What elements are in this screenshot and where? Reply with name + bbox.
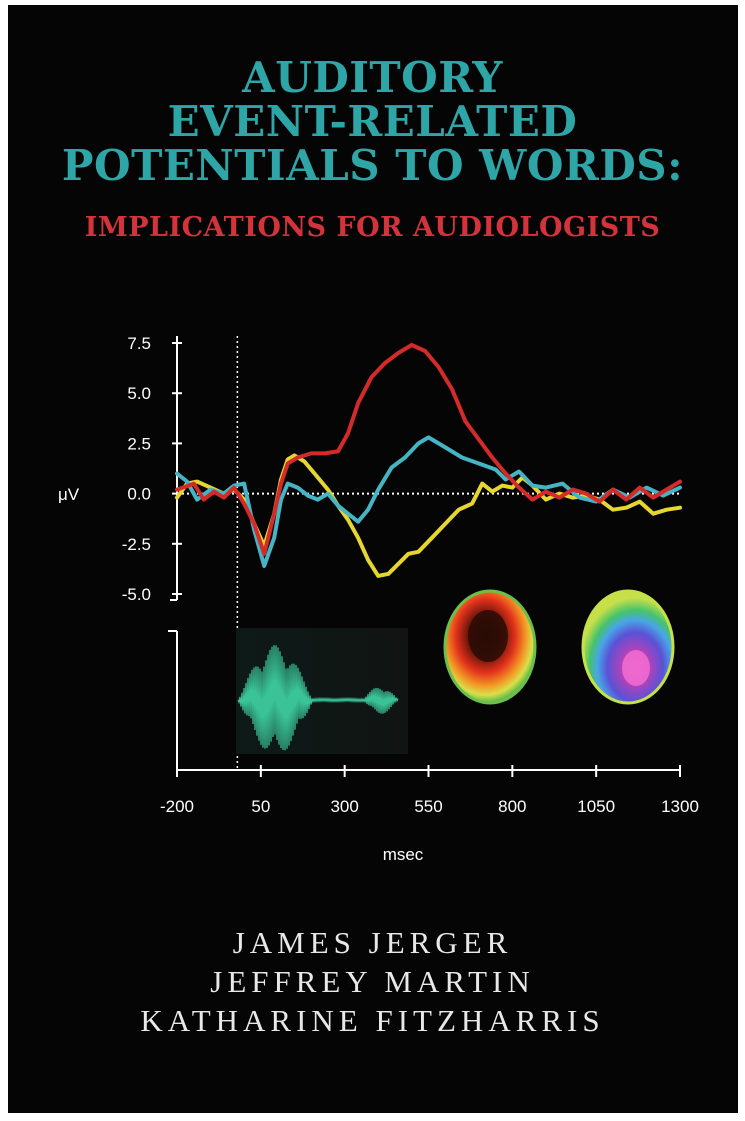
- y-axis-label: μV: [58, 485, 80, 504]
- x-axis-label: msec: [383, 845, 424, 864]
- x-tick-label: -200: [160, 797, 194, 816]
- book-cover: [8, 5, 738, 1113]
- y-tick-label: 2.5: [127, 434, 151, 453]
- erp-series: [175, 343, 682, 578]
- x-tick-label: 1300: [661, 797, 699, 816]
- y-axis: [170, 336, 178, 601]
- scalp-map-left: [443, 589, 537, 705]
- x-tick-label: 800: [498, 797, 526, 816]
- x-tick-label: 550: [414, 797, 442, 816]
- x-tick-label: 50: [251, 797, 270, 816]
- stimulus-waveform: [236, 628, 408, 754]
- subtitle: IMPLICATIONS FOR AUDIOLOGISTS: [84, 212, 661, 243]
- title-line-1: AUDITORY: [242, 53, 503, 102]
- y-tick-label: 5.0: [127, 384, 151, 403]
- y-tick-label: 0.0: [127, 485, 151, 504]
- author-2: JEFFREY MARTIN: [210, 964, 535, 999]
- author-3: KATHARINE FITZHARRIS: [140, 1003, 605, 1038]
- x-ticks: -200 50 300 550 800 1050 1300: [160, 765, 699, 816]
- y-ticks: 7.5 5.0 2.5 0.0 -2.5 -5.0: [122, 334, 182, 604]
- y-tick-label: -5.0: [122, 585, 151, 604]
- author-1: JAMES JERGER: [232, 925, 513, 960]
- series-line-0: [175, 343, 682, 556]
- title-line-3: POTENTIALS TO WORDS:: [61, 141, 684, 190]
- x-tick-label: 1050: [577, 797, 615, 816]
- title-line-2: EVENT-RELATED: [167, 97, 578, 146]
- scalp-map-right: [581, 589, 675, 705]
- x-tick-label: 300: [330, 797, 358, 816]
- y-tick-label: 7.5: [127, 334, 151, 353]
- y-tick-label: -2.5: [122, 535, 151, 554]
